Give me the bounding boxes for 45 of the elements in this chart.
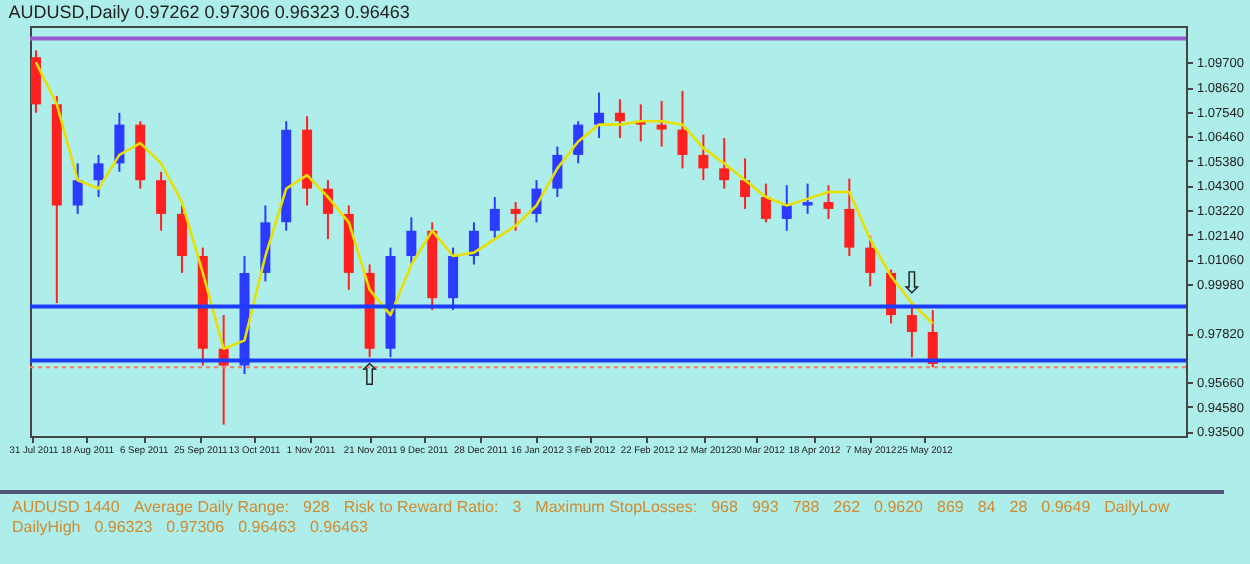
candlestick [489,196,500,241]
candlestick [719,137,730,190]
candlestick [656,99,667,148]
candlestick [156,170,167,232]
candlestick [698,133,709,182]
candlestick [781,184,792,232]
annotation: ⇩ [899,265,925,302]
candlestick [740,157,751,210]
annotation: ⇧ [357,357,383,394]
text: DailyHigh [12,518,81,536]
text: 28 [1009,498,1028,516]
text: 928 [303,498,330,516]
candlestick [510,201,521,232]
text: 869 [937,498,964,516]
text: 0.96463 [310,518,368,536]
text: 0.9649 [1041,498,1091,516]
text: 3 [512,498,522,516]
text: DailyLow [1104,498,1170,516]
candlestick [677,89,688,170]
candlestick [594,91,605,140]
candlestick [176,204,187,274]
text: 788 [792,498,820,516]
candlestick [93,153,104,199]
text: 262 [833,498,861,516]
candlestick [865,234,876,288]
candlestick [72,162,83,215]
candlestick [823,184,834,220]
text: 993 [751,498,779,516]
text: 84 [977,498,996,516]
text: Maximum StopLosses: [535,498,698,516]
text: 0.96463 [238,518,296,536]
candlestick [30,49,41,114]
candlestick [406,216,417,266]
candlestick [844,177,855,258]
chart-title: AUDUSD,Daily 0.97262 0.97306 0.96323 0.96463 [8,2,410,22]
text: 0.97306 [166,518,225,536]
candlestick [614,98,625,140]
text: 0.9620 [874,498,923,516]
text: Average Daily Range: [133,498,289,516]
text: Risk to Reward Ratio: [343,498,499,516]
candlestick [448,246,459,312]
text: 0.96323 [94,518,153,536]
text: AUDUSD 1440 [12,498,120,516]
text: 968 [711,498,738,516]
candlestick [760,182,771,224]
